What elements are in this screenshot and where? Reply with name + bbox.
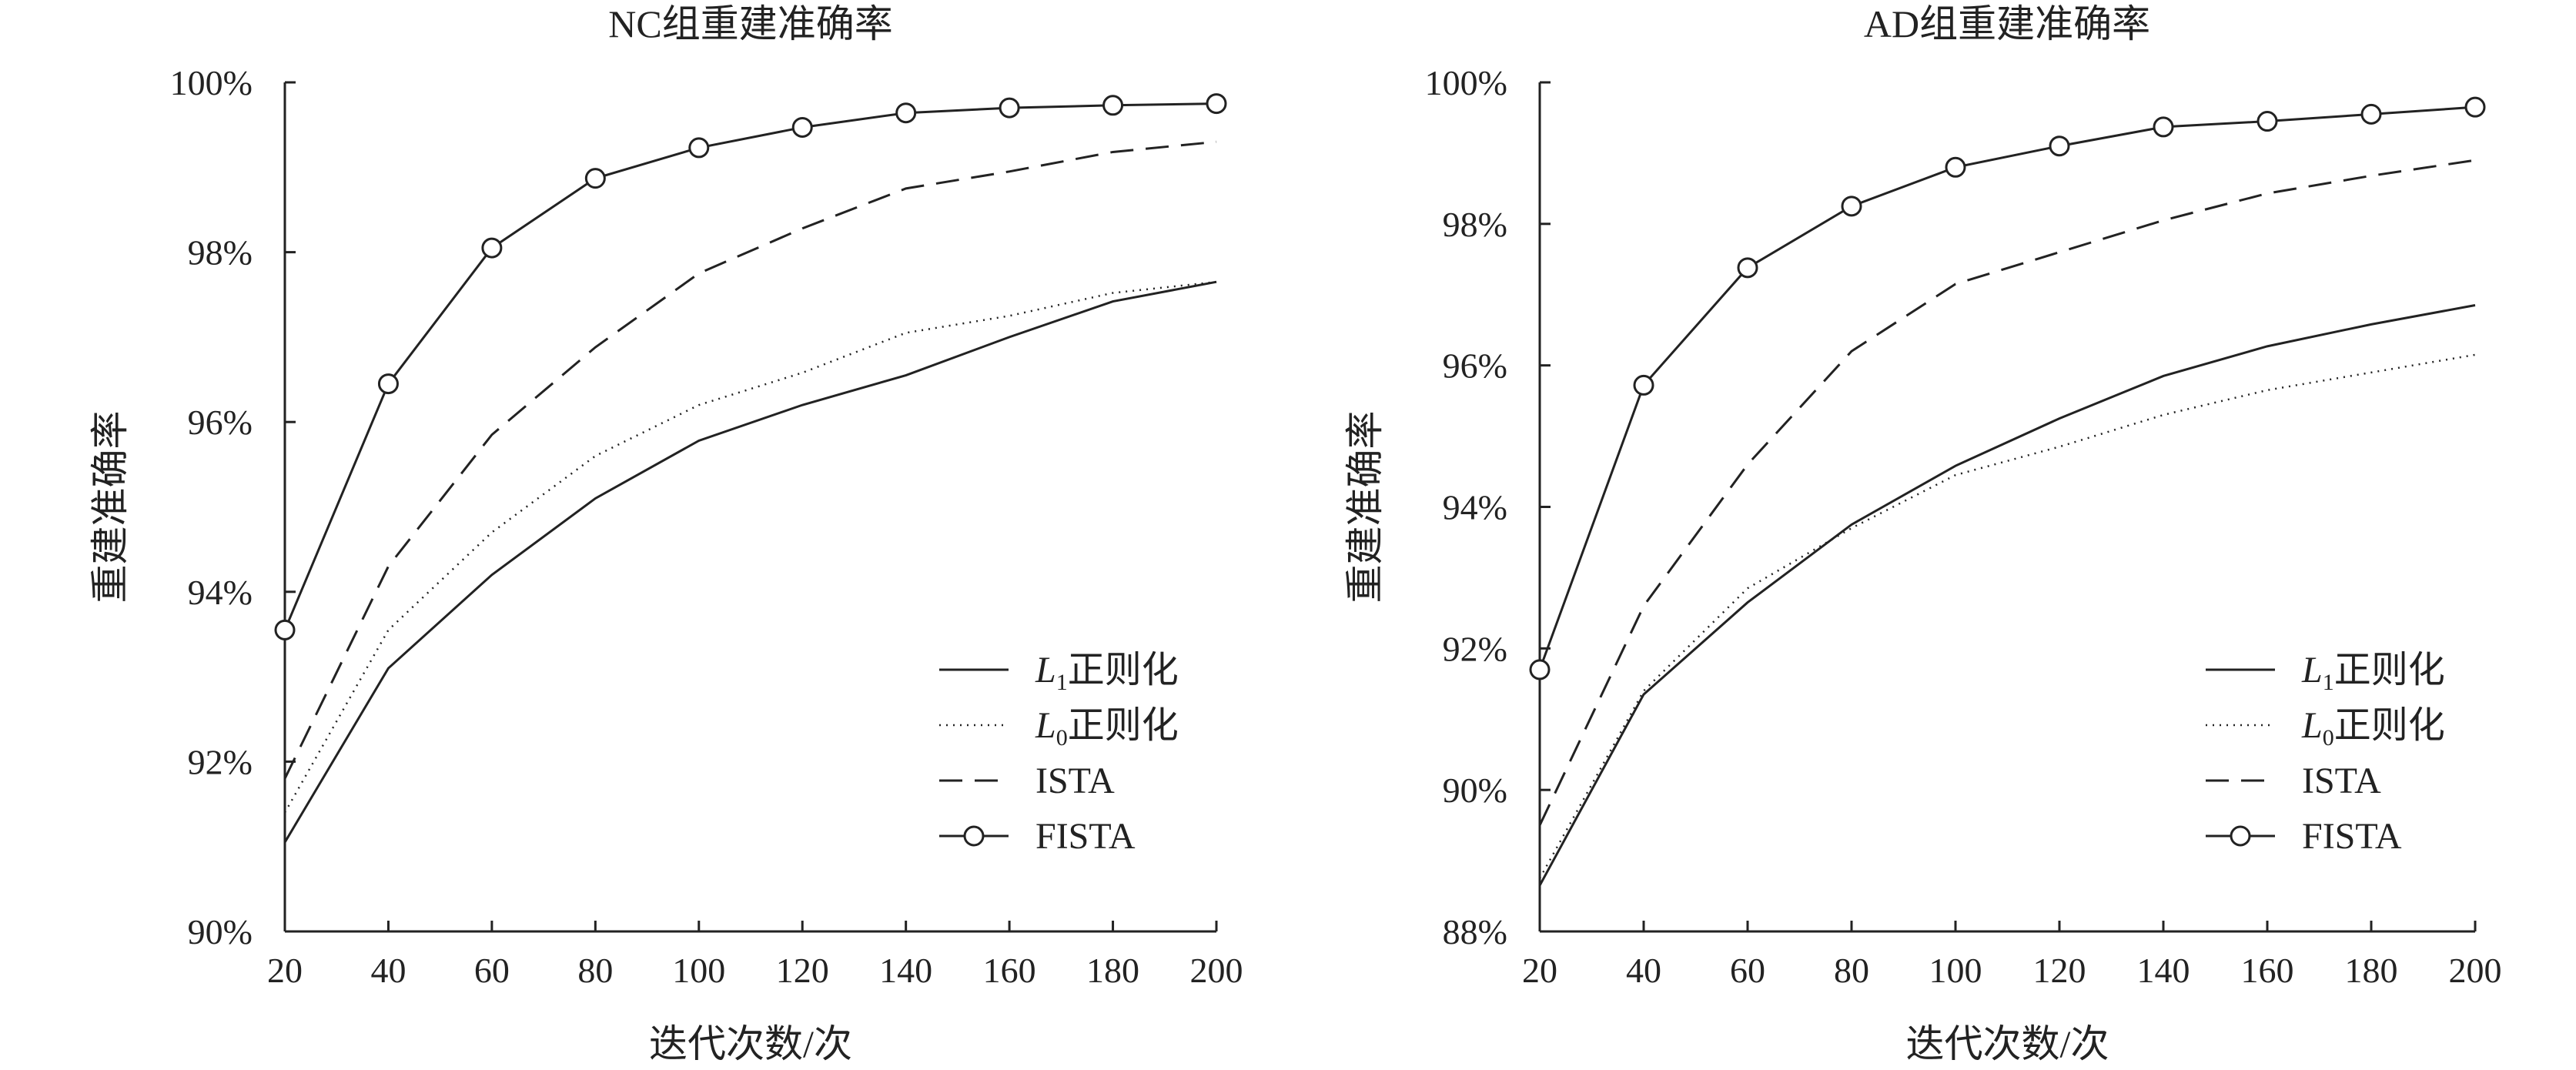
legend-label-4: FISTA [2302, 816, 2402, 857]
y-tick-label: 90% [1443, 771, 1507, 810]
data-point-marker [895, 102, 917, 124]
series-line-1 [1538, 304, 2476, 886]
x-tick-label: 120 [2033, 951, 2086, 990]
x-tick-label: 80 [1834, 951, 1869, 990]
legend-label-main: FISTA [1035, 816, 1136, 857]
data-point-marker [688, 137, 710, 159]
series-line-4 [1538, 105, 2476, 670]
data-point-marker [1841, 196, 1862, 217]
y-tick-label: 94% [188, 573, 253, 612]
data-point-marker [1529, 659, 1551, 680]
legend-label-main: ISTA [1035, 761, 1115, 801]
x-tick-label: 60 [474, 951, 510, 990]
data-point-marker [2049, 135, 2070, 157]
x-tick-label: 200 [1190, 951, 1243, 990]
y-axis-label: 重建准确率 [89, 411, 132, 604]
legend-label-subscript: 1 [1056, 670, 1068, 695]
x-tick-label: 40 [1626, 951, 1661, 990]
legend-label-4: FISTA [1035, 816, 1136, 857]
legend-label-3: ISTA [2302, 761, 2381, 801]
legend-label-main: L [1035, 705, 1056, 746]
series-line-1 [283, 280, 1217, 843]
data-point-marker [1633, 374, 1654, 396]
x-tick-label: 140 [879, 951, 932, 990]
legend-label-1: L1正则化 [1035, 650, 1179, 695]
x-tick-label: 120 [776, 951, 829, 990]
y-tick-label: 98% [188, 233, 253, 273]
data-point-marker [1945, 156, 1966, 178]
y-tick-label: 92% [188, 742, 253, 781]
legend-label-subscript: 0 [2323, 725, 2334, 751]
legend-label-subscript: 1 [2323, 670, 2334, 695]
y-tick-label: 100% [1425, 63, 1507, 102]
data-point-marker [1737, 257, 1758, 279]
legend-label-rest: 正则化 [1068, 705, 1179, 746]
legend-label-rest: 正则化 [1068, 650, 1179, 690]
chart-title: AD组重建准确率 [1864, 2, 2150, 45]
data-point-marker [1102, 95, 1124, 116]
data-point-marker [2257, 111, 2278, 132]
legend-label-main: L [2301, 705, 2323, 746]
legend-label-subscript: 0 [1056, 725, 1068, 751]
y-tick-label: 88% [1443, 912, 1507, 951]
x-tick-label: 180 [1086, 951, 1139, 990]
y-tick-label: 96% [188, 403, 253, 442]
x-tick-label: 180 [2345, 951, 2398, 990]
legend-label-2: L0正则化 [2301, 705, 2445, 751]
y-tick-label: 92% [1443, 629, 1507, 668]
chart-title: NC组重建准确率 [608, 2, 892, 45]
x-tick-label: 80 [577, 951, 613, 990]
data-point-marker [2360, 103, 2382, 125]
legend-label-3: ISTA [1035, 761, 1115, 801]
data-point-marker [2153, 116, 2174, 138]
y-tick-label: 94% [1443, 488, 1507, 527]
legend-marker [2230, 825, 2251, 847]
data-point-marker [377, 373, 399, 395]
x-tick-label: 160 [983, 951, 1036, 990]
legend-label-main: L [1035, 650, 1056, 690]
series-line-3 [283, 140, 1217, 780]
x-tick-label: 40 [370, 951, 406, 990]
y-axis-label: 重建准确率 [1343, 411, 1387, 604]
series-line-3 [1538, 159, 2476, 826]
y-tick-label: 90% [188, 912, 253, 951]
y-tick-label: 98% [1443, 205, 1507, 244]
x-tick-label: 60 [1730, 951, 1765, 990]
y-tick-label: 100% [170, 63, 253, 102]
series-line-4 [283, 102, 1217, 631]
x-tick-label: 200 [2449, 951, 2502, 990]
data-point-marker [584, 168, 606, 189]
data-point-marker [1206, 93, 1227, 115]
data-point-marker [274, 619, 296, 640]
x-tick-label: 140 [2137, 951, 2190, 990]
legend-label-rest: 正则化 [2334, 705, 2445, 746]
x-tick-label: 20 [267, 951, 303, 990]
data-point-marker [481, 237, 503, 259]
legend-label-main: ISTA [2302, 761, 2381, 801]
legend-label-main: FISTA [2302, 816, 2402, 857]
legend-label-1: L1正则化 [2301, 650, 2445, 695]
data-point-marker [999, 97, 1020, 119]
legend-label-2: L0正则化 [1035, 705, 1179, 751]
x-axis-label: 迭代次数/次 [649, 1022, 852, 1065]
data-point-marker [791, 116, 813, 138]
data-point-marker [2464, 96, 2486, 118]
legend-label-rest: 正则化 [2334, 650, 2445, 690]
x-axis-label: 迭代次数/次 [1906, 1022, 2109, 1065]
x-tick-label: 20 [1522, 951, 1557, 990]
x-tick-label: 100 [672, 951, 725, 990]
x-tick-label: 160 [2241, 951, 2294, 990]
legend-marker [963, 825, 985, 847]
y-tick-label: 96% [1443, 346, 1507, 386]
legend-label-main: L [2301, 650, 2323, 690]
x-tick-label: 100 [1929, 951, 1982, 990]
